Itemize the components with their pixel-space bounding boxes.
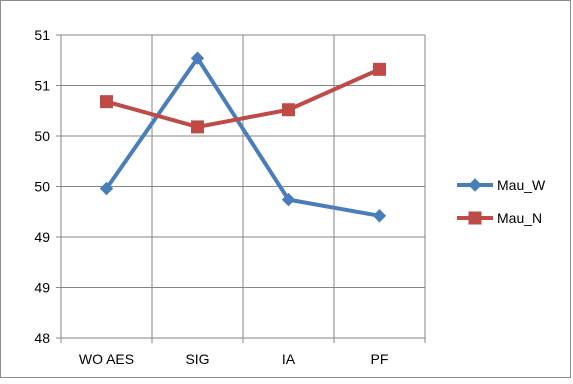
legend-label: Mau_W (497, 177, 546, 193)
legend-label: Mau_N (497, 210, 542, 226)
series-line-mau-w (104, 56, 382, 218)
data-point-mau-w (281, 192, 296, 207)
data-point-mau-n (191, 120, 204, 134)
x-tick-label: SIG (185, 351, 209, 367)
legend-swatch-marker (468, 178, 482, 192)
y-tick-label: 48 (34, 330, 50, 346)
y-tick-label: 49 (34, 280, 50, 296)
data-point-mau-w (99, 181, 114, 196)
data-point-mau-w (190, 51, 205, 65)
data-point-mau-w (372, 209, 387, 223)
data-point-mau-n (100, 95, 113, 109)
y-tick-label: 51 (34, 78, 50, 94)
data-point-mau-n (282, 103, 295, 117)
y-tick-label: 49 (34, 229, 50, 245)
legend-swatch-marker (468, 211, 482, 225)
data-point-mau-n (373, 62, 386, 76)
y-tick-label: 51 (34, 27, 50, 43)
x-tick-label: PF (371, 351, 389, 367)
x-tick-label: WO AES (79, 351, 134, 367)
y-tick-label: 50 (34, 179, 50, 195)
series-line-mau-n (104, 67, 382, 129)
y-tick-label: 50 (34, 128, 50, 144)
x-tick-label: IA (282, 351, 296, 367)
